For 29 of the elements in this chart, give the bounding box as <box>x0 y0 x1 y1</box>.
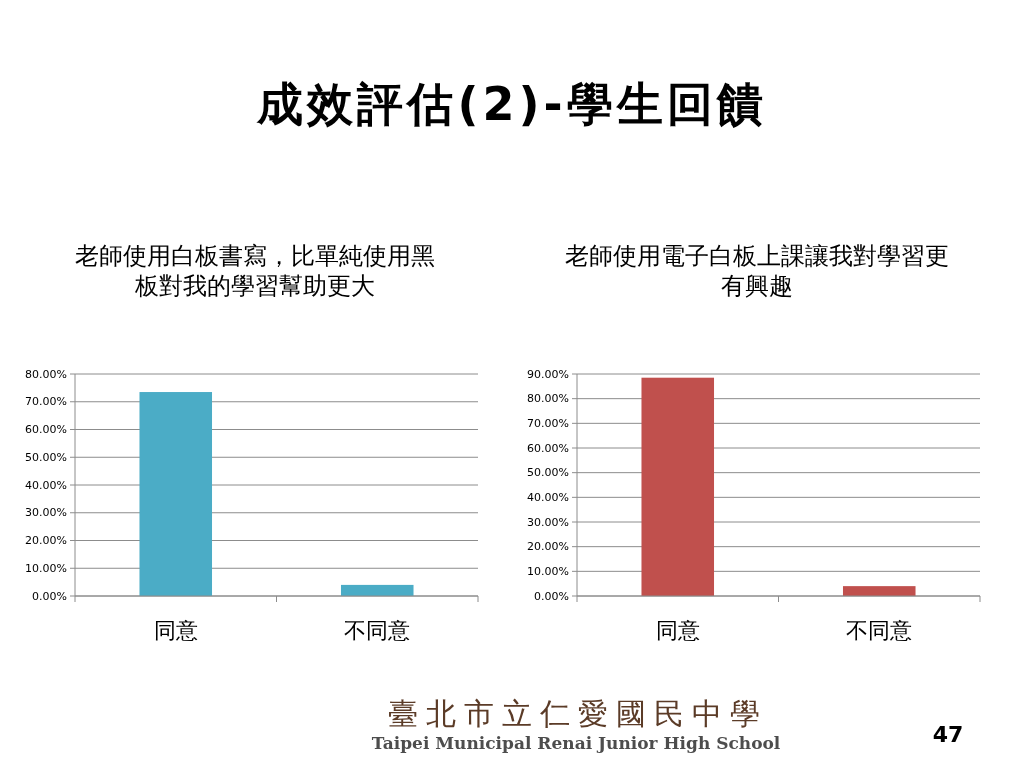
y-tick-label: 70.00% <box>25 395 67 409</box>
y-tick-label: 30.00% <box>527 515 569 529</box>
x-tick-label: 不同意 <box>846 618 913 643</box>
y-tick-label: 20.00% <box>527 540 569 554</box>
y-tick-label: 80.00% <box>527 392 569 406</box>
x-tick-label: 同意 <box>655 618 700 643</box>
y-tick-label: 30.00% <box>25 506 67 520</box>
text: Taipei Municipal Renai Junior High School <box>371 733 781 753</box>
y-tick-label: 10.00% <box>25 561 67 575</box>
chart-title: 老師使用白板書寫，比單純使用黑板對我的學習幫助更大 <box>74 241 436 301</box>
y-tick-label: 10.00% <box>527 564 569 578</box>
y-tick-label: 0.00% <box>534 589 569 603</box>
y-tick-label: 90.00% <box>527 367 569 381</box>
y-tick-label: 40.00% <box>25 478 67 492</box>
text: 成效評估(2)-學生回饋 <box>256 77 767 131</box>
x-tick-label: 不同意 <box>344 618 411 643</box>
y-tick-label: 60.00% <box>25 423 67 436</box>
text: 臺北市立仁愛國民中學 <box>388 696 768 731</box>
y-tick-label: 80.00% <box>25 367 67 381</box>
y-tick-label: 40.00% <box>527 490 569 504</box>
text: 47 <box>932 722 964 747</box>
x-tick-label: 同意 <box>153 618 198 643</box>
y-tick-label: 50.00% <box>25 450 67 464</box>
y-tick-label: 20.00% <box>25 534 67 547</box>
y-tick-label: 50.00% <box>527 466 569 480</box>
y-tick-label: 60.00% <box>527 441 569 455</box>
y-tick-label: 0.00% <box>32 589 67 603</box>
chart-title: 老師使用電子白板上課讓我對學習更有興趣 <box>564 241 950 301</box>
y-tick-label: 70.00% <box>527 416 569 430</box>
